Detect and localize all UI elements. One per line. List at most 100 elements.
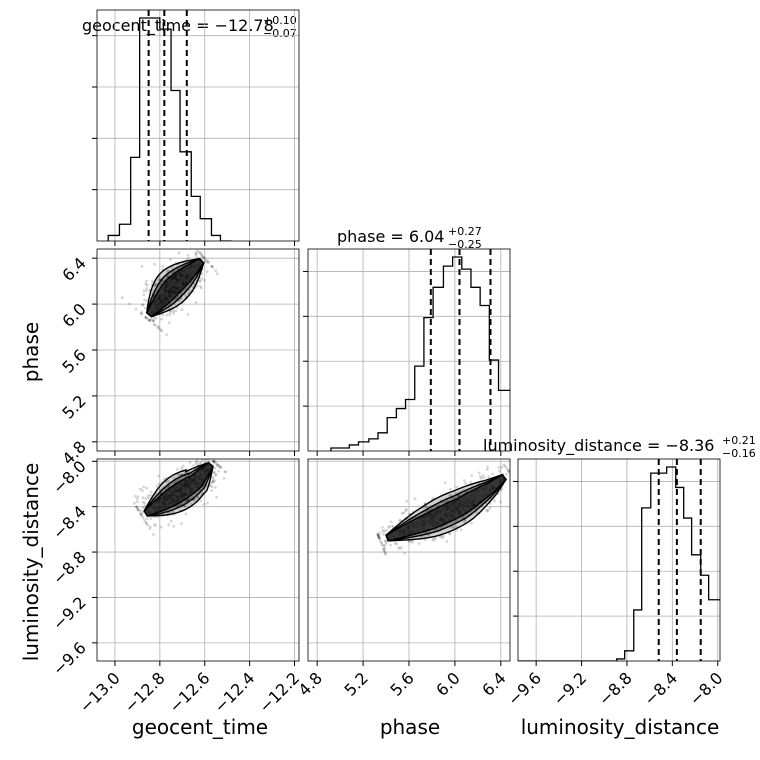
sample-point xyxy=(502,463,506,467)
sample-point xyxy=(432,537,435,540)
sample-point xyxy=(154,524,157,528)
sample-point xyxy=(211,477,215,481)
sample-point xyxy=(153,284,156,288)
sample-point xyxy=(144,282,148,286)
sample-point xyxy=(486,508,490,512)
sample-point xyxy=(507,470,510,474)
sample-point xyxy=(155,282,159,285)
histogram-luminosity_distance xyxy=(518,466,720,661)
sample-point xyxy=(378,531,382,535)
sample-point xyxy=(377,536,381,540)
sample-point xyxy=(455,525,458,529)
sample-point xyxy=(491,472,495,476)
sample-point xyxy=(153,323,157,327)
sample-point xyxy=(397,546,400,550)
sample-point xyxy=(151,280,154,283)
sample-point xyxy=(143,298,146,302)
sample-point xyxy=(395,542,398,546)
sample-point xyxy=(166,486,170,489)
sample-point xyxy=(133,501,136,505)
sample-point xyxy=(207,455,210,458)
sample-point xyxy=(384,539,387,543)
sample-point xyxy=(488,506,492,510)
sample-point xyxy=(143,519,147,522)
sample-point xyxy=(411,541,414,544)
sample-point xyxy=(206,501,209,505)
sample-point xyxy=(186,499,189,502)
sample-point xyxy=(143,504,147,508)
sample-point xyxy=(142,293,146,297)
sample-point xyxy=(481,474,485,477)
sample-point xyxy=(158,327,161,331)
sample-point xyxy=(172,312,175,315)
sample-point xyxy=(157,482,161,486)
sample-point xyxy=(423,534,427,538)
sample-point xyxy=(208,484,212,488)
ylabel-luminosity-distance: luminosity_distance xyxy=(19,463,43,662)
panel-geocent_time-vs-phase: 4.85.25.66.06.4 xyxy=(58,242,300,469)
sample-point xyxy=(194,462,198,466)
sample-point xyxy=(148,527,152,531)
sample-point xyxy=(171,270,175,274)
sample-point xyxy=(136,508,140,511)
sample-point xyxy=(145,517,149,520)
title-luminosity-distance-sup: +0.21 xyxy=(722,434,756,447)
sample-point xyxy=(211,479,215,483)
sample-point xyxy=(140,312,143,316)
sample-point xyxy=(377,536,381,540)
sample-point xyxy=(192,245,195,248)
sample-point xyxy=(198,462,202,466)
sample-point xyxy=(169,519,173,523)
sample-point xyxy=(384,540,388,543)
xtick-label-geocent_time: −12.2 xyxy=(255,668,303,716)
sample-point xyxy=(212,460,216,463)
sample-point xyxy=(202,256,205,259)
panel-luminosity_distance: −9.6 −9.2 −8.8 −8.4 −8.0 xyxy=(504,458,727,709)
sample-point xyxy=(450,525,454,529)
sample-point xyxy=(153,262,156,266)
sample-point xyxy=(186,312,190,316)
sample-point xyxy=(505,472,508,476)
sample-point xyxy=(147,318,151,322)
sample-point xyxy=(135,497,139,501)
sample-point xyxy=(210,489,214,492)
sample-point xyxy=(379,540,383,544)
sample-point xyxy=(382,547,385,551)
sample-point xyxy=(448,494,452,497)
sample-point xyxy=(455,485,459,489)
sample-point xyxy=(215,495,219,499)
sample-point xyxy=(145,283,149,287)
sample-point xyxy=(188,242,191,245)
sample-point xyxy=(215,272,219,276)
sample-point xyxy=(215,462,219,466)
sample-point xyxy=(400,546,403,549)
sample-point xyxy=(144,289,148,293)
sample-point xyxy=(211,475,215,479)
sample-point xyxy=(164,487,168,490)
sample-point xyxy=(382,532,385,536)
title-luminosity-distance-sub: −0.16 xyxy=(722,447,756,460)
sample-point xyxy=(195,460,198,464)
sample-point xyxy=(159,328,163,332)
sample-point xyxy=(207,456,210,459)
panel-geocent_time xyxy=(92,9,300,246)
sample-point xyxy=(217,469,221,473)
sample-point xyxy=(141,303,145,307)
sample-point xyxy=(168,321,171,324)
sample-point xyxy=(210,485,214,488)
sample-point xyxy=(424,505,428,509)
sample-point xyxy=(145,299,149,303)
sample-point xyxy=(213,460,216,464)
sample-point xyxy=(463,519,467,523)
sample-point xyxy=(184,499,187,503)
sample-point xyxy=(136,495,140,499)
sample-point xyxy=(153,523,156,526)
sample-point xyxy=(186,498,190,502)
sample-point xyxy=(144,316,148,319)
xtick-label-luminosity_distance: −8.4 xyxy=(640,668,681,709)
xtick-label-geocent_time: −12.8 xyxy=(121,668,169,716)
sample-point xyxy=(198,250,202,254)
sample-point xyxy=(387,526,391,529)
sample-point xyxy=(214,461,218,465)
sample-point xyxy=(161,265,165,268)
